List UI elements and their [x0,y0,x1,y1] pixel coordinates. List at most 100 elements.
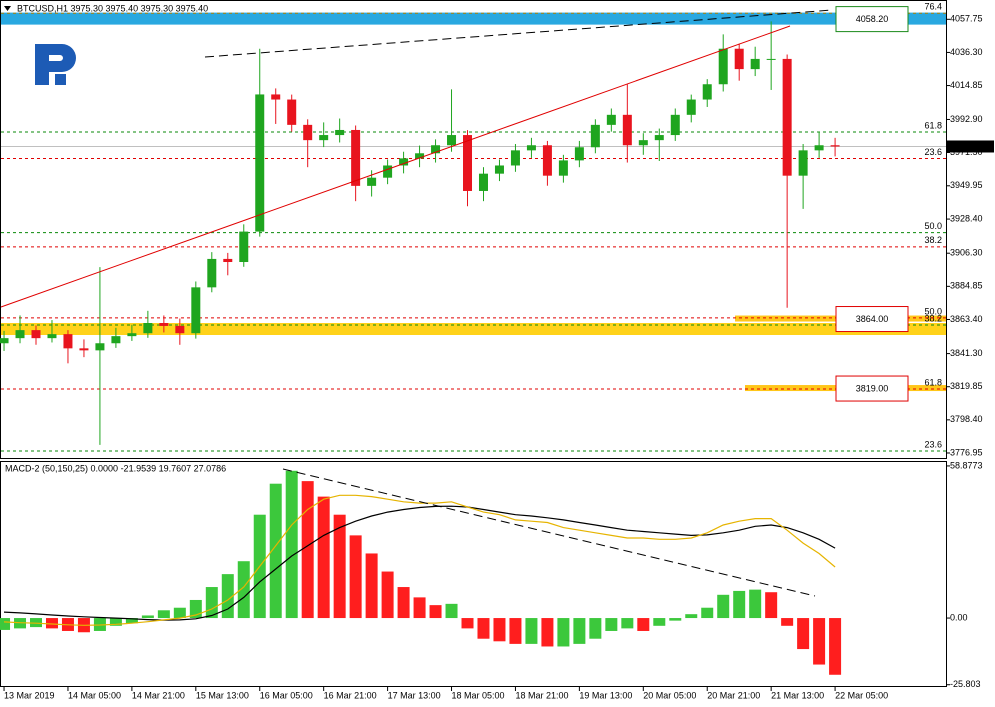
histogram-bar [0,618,11,630]
candle-body [558,160,568,176]
x-tick-label: 18 Mar 21:00 [515,690,568,700]
candle-body [798,150,808,176]
candle-body [191,287,201,334]
x-tick-label: 14 Mar 05:00 [68,690,121,700]
histogram-bar [333,514,346,619]
histogram-bar [157,610,170,619]
y-tick-label: 4036.30 [950,47,983,57]
x-tick-label: 22 Mar 05:00 [835,690,888,700]
candle-body [415,153,425,159]
histogram-bar [781,618,794,626]
candle-body [590,124,600,148]
y-tick-label: 4057.75 [950,14,983,24]
candle-body [686,99,696,115]
candle-body [814,145,824,151]
candle-body [95,343,105,351]
candle-body [574,147,584,161]
macd-line [3,494,836,626]
histogram-bar [125,618,138,624]
histogram-bar [429,605,442,619]
x-tick-label: 20 Mar 05:00 [643,690,696,700]
candle-body [670,114,680,136]
histogram-bar [237,561,250,619]
y-tick-label: 3884.85 [950,281,983,291]
candle-body [750,58,760,70]
candle-body [542,145,552,176]
y-tick-label: 3992.90 [950,114,983,124]
histogram-bar [589,618,602,639]
candle-body [351,129,361,186]
logo [35,44,76,85]
histogram-bar [669,618,682,621]
candle-body [654,135,664,141]
candle-body [303,124,313,141]
histogram-bar [749,589,762,619]
candle-body [223,258,233,263]
last-price-label: 3975.40 [950,141,983,151]
y-tick-label: 4014.85 [950,80,983,90]
candle-body [143,323,153,334]
y-tick-label: 3776.95 [950,447,983,457]
candle-body [447,135,457,146]
trend-line [282,468,816,597]
fib-label: 61.8 [924,120,942,130]
histogram-bar [653,618,666,626]
histogram-bar [701,607,714,619]
histogram-bar [621,618,634,629]
x-tick-label: 18 Mar 05:00 [452,690,505,700]
candle-body [734,48,744,70]
candle-body [399,158,409,166]
x-tick-label: 16 Mar 21:00 [324,690,377,700]
trend-line [0,25,791,308]
histogram-bar [717,594,730,619]
candle-body [79,348,89,351]
y-tick-label: 3841.30 [950,348,983,358]
y-tick-label: 3928.40 [950,213,983,223]
x-tick-label: 16 Mar 05:00 [260,690,313,700]
support-zone [1,323,946,335]
fib-label: 23.6 [924,147,942,157]
macd-title: MACD-2 (50,150,25) 0.0000 -21.9539 19.76… [5,463,226,473]
candle-body [335,129,345,136]
fib-label: 61.8 [924,377,942,387]
fib-label: 38.2 [924,235,942,245]
candle-body [127,333,137,337]
histogram-bar [269,483,282,619]
price-band [1,12,946,25]
candle-body [463,135,473,191]
macd-line [3,505,836,621]
histogram-bar [573,618,586,644]
price-box [835,6,909,33]
y-tick-label: 58.8773 [950,460,983,470]
histogram-bar [301,481,314,619]
x-tick-label: 20 Mar 21:00 [707,690,760,700]
y-tick-label: 3819.85 [950,381,983,391]
histogram-bar [45,618,58,629]
x-tick-label: 19 Mar 13:00 [579,690,632,700]
candle-body [47,334,57,339]
histogram-bar [765,592,778,619]
price-box-label: 3864.00 [856,314,889,324]
x-tick-label: 21 Mar 13:00 [771,690,824,700]
candle-body [271,94,281,100]
histogram-bar [397,587,410,619]
candle-body [0,338,9,344]
histogram-bar [477,618,490,639]
histogram-bar [493,618,506,642]
macd-panel [0,461,947,687]
menu-arrow [4,6,11,11]
candle-body [159,323,169,326]
histogram-bar [829,618,842,675]
fib-label: 23.6 [924,439,942,449]
candle-body [782,58,792,176]
price-box-label: 4058.20 [856,14,889,24]
x-tick-label: 17 Mar 13:00 [388,690,441,700]
histogram-bar [30,618,42,628]
candle-body [638,140,648,146]
candle-body [830,145,840,147]
histogram-bar [813,618,826,665]
candle-body [383,165,393,178]
candle-body [367,177,377,186]
